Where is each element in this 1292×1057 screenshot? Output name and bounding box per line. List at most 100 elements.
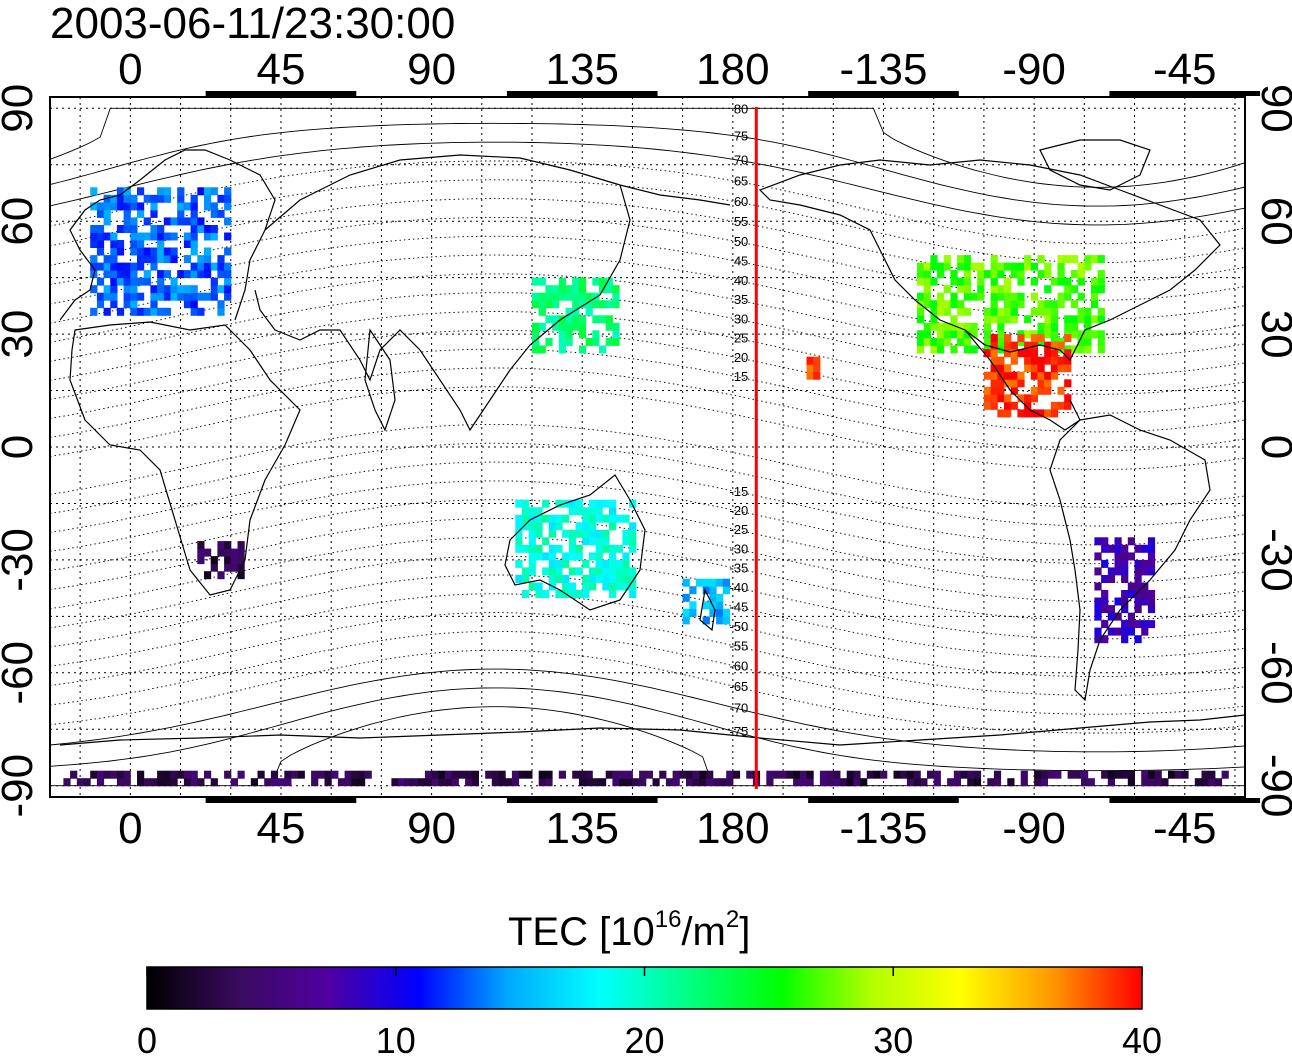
- tec-cell: [1147, 620, 1156, 629]
- tec-cell: [595, 499, 603, 508]
- tec-cell: [183, 778, 192, 787]
- tec-cell: [163, 292, 171, 301]
- tec-cell: [1121, 770, 1129, 779]
- tec-cell: [1004, 307, 1012, 316]
- tec-cell: [1127, 627, 1135, 636]
- tec-cell: [629, 567, 637, 576]
- tec-cell: [1017, 409, 1025, 418]
- tec-cell: [1201, 778, 1209, 787]
- colorbar-title: TEC [1016/m2]: [508, 906, 750, 954]
- tec-cell: [923, 300, 931, 309]
- tec-cell: [224, 187, 232, 196]
- tec-cell: [183, 292, 192, 301]
- tec-cell: [950, 277, 958, 286]
- tec-cell: [183, 232, 192, 241]
- tec-cell: [565, 292, 573, 301]
- lat-tick-right: -60: [1252, 641, 1292, 705]
- tec-cell: [866, 770, 874, 779]
- tec-cell: [1141, 627, 1149, 636]
- tec-cell: [1030, 277, 1038, 286]
- tec-cell: [183, 270, 192, 279]
- tec-cell: [137, 277, 145, 286]
- tec-cell: [157, 247, 165, 256]
- border-bar: [808, 798, 959, 803]
- tec-cell: [130, 225, 138, 233]
- tec-cell: [163, 187, 171, 196]
- tec-cell: [1141, 620, 1149, 629]
- tec-cell: [103, 232, 111, 241]
- tec-cell: [595, 529, 603, 538]
- tec-cell: [930, 337, 938, 346]
- tec-cell: [1208, 770, 1216, 779]
- tec-cell: [552, 315, 560, 324]
- tec-cell: [709, 578, 717, 587]
- tec-cell: [1087, 778, 1095, 787]
- tec-cell: [930, 315, 938, 324]
- tec-cell: [645, 770, 653, 779]
- tec-cell: [210, 563, 218, 572]
- tec-cell: [150, 209, 158, 218]
- tec-cell: [766, 770, 774, 779]
- tec-cell: [1097, 270, 1105, 279]
- mlat-contour: [49, 593, 1246, 678]
- tec-cell: [123, 270, 131, 279]
- tec-cell: [311, 778, 319, 787]
- map-title: 2003-06-11/23:30:00: [50, 0, 455, 48]
- tec-cell: [1094, 635, 1102, 644]
- tec-cell: [575, 522, 583, 531]
- tec-cell: [1081, 778, 1089, 787]
- tec-cell: [137, 307, 145, 316]
- tec-cell: [1141, 778, 1149, 787]
- tec-cell: [578, 322, 587, 331]
- tec-cell: [224, 262, 232, 271]
- map-frame: [49, 96, 1246, 798]
- tec-cell: [150, 778, 158, 787]
- tec-cell: [686, 778, 694, 787]
- tec-cell: [1010, 315, 1018, 324]
- tec-cell: [578, 345, 587, 354]
- tec-cell: [177, 187, 185, 196]
- tec-cell: [204, 232, 212, 241]
- tec-cell: [1077, 270, 1085, 279]
- tec-cell: [1057, 341, 1065, 350]
- tec-cell: [906, 778, 915, 787]
- tec-cell: [1050, 315, 1059, 324]
- tec-cell: [224, 770, 232, 779]
- tec-cell: [906, 770, 915, 779]
- tec-cell: [622, 567, 630, 576]
- tec-cell: [639, 778, 647, 787]
- tec-cell: [210, 232, 218, 241]
- tec-cell: [116, 202, 125, 211]
- mlat-contour: [49, 536, 1246, 621]
- tec-cell: [1017, 270, 1025, 279]
- tec-cell: [696, 578, 704, 587]
- tec-cell: [826, 770, 834, 779]
- tec-cell: [110, 240, 118, 248]
- tec-cell: [137, 187, 145, 196]
- tec-cell: [605, 277, 613, 286]
- tec-cell: [990, 315, 998, 324]
- tec-cell: [732, 770, 741, 779]
- tec-cell: [1030, 394, 1038, 403]
- tec-cell: [923, 330, 931, 339]
- tec-cell: [458, 770, 466, 779]
- tec-cell: [1064, 277, 1072, 286]
- tec-cell: [1114, 597, 1122, 606]
- tec-cell: [957, 255, 965, 264]
- lat-tick-left: -90: [0, 754, 42, 818]
- tec-cell: [793, 778, 801, 787]
- tec-cell: [1101, 597, 1109, 606]
- tec-cell: [1114, 537, 1122, 546]
- tec-cell: [997, 315, 1005, 324]
- tec-cell: [609, 575, 617, 583]
- tec-cell: [562, 582, 570, 591]
- tec-cell: [1097, 285, 1105, 294]
- tec-cell: [1017, 292, 1025, 301]
- tec-cell: [1057, 277, 1065, 286]
- tec-cell: [565, 337, 573, 346]
- tec-cell: [568, 507, 576, 516]
- tec-cell: [1147, 770, 1156, 779]
- tec-cell: [1004, 285, 1012, 294]
- tec-cell: [123, 262, 131, 271]
